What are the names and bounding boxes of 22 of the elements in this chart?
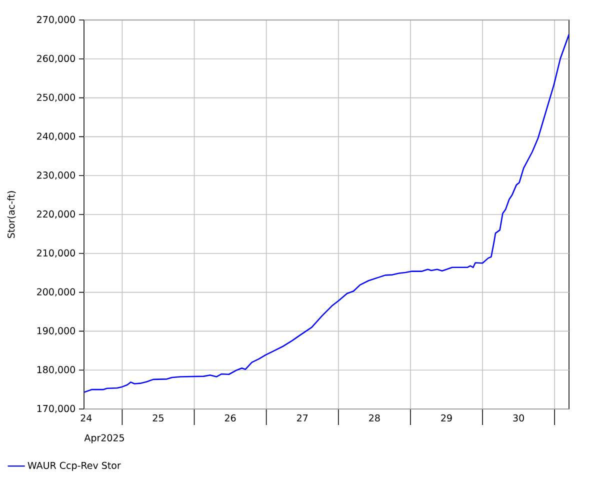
- line-series: [84, 34, 570, 393]
- x-tick-label: 29: [441, 414, 452, 422]
- y-tick-label: 250,000: [37, 94, 75, 102]
- y-tick-label: 230,000: [37, 172, 75, 180]
- y-axis-title: Stor(ac-ft): [7, 191, 16, 238]
- x-tick-label: 28: [369, 414, 380, 422]
- x-tick-label: 25: [152, 414, 164, 422]
- x-tick-label: 30: [513, 414, 524, 422]
- y-tick-label: 190,000: [37, 327, 75, 336]
- x-tick-label: 27: [297, 414, 308, 422]
- y-tick-label: 260,000: [37, 54, 75, 63]
- x-tick-label: 24: [80, 414, 92, 422]
- y-tick-label: 270,000: [37, 16, 75, 24]
- y-tick-label: 170,000: [37, 404, 75, 414]
- y-tick-label: 220,000: [37, 210, 75, 219]
- x-axis-title: Apr2025: [84, 434, 124, 444]
- y-tick-label: 180,000: [37, 366, 75, 374]
- y-tick-label: 210,000: [37, 249, 75, 258]
- y-tick-label: 200,000: [37, 288, 75, 296]
- legend-label: WAUR Ccp-Rev Stor: [28, 462, 121, 471]
- x-tick-label: 26: [224, 414, 236, 422]
- y-tick-label: 240,000: [37, 132, 75, 141]
